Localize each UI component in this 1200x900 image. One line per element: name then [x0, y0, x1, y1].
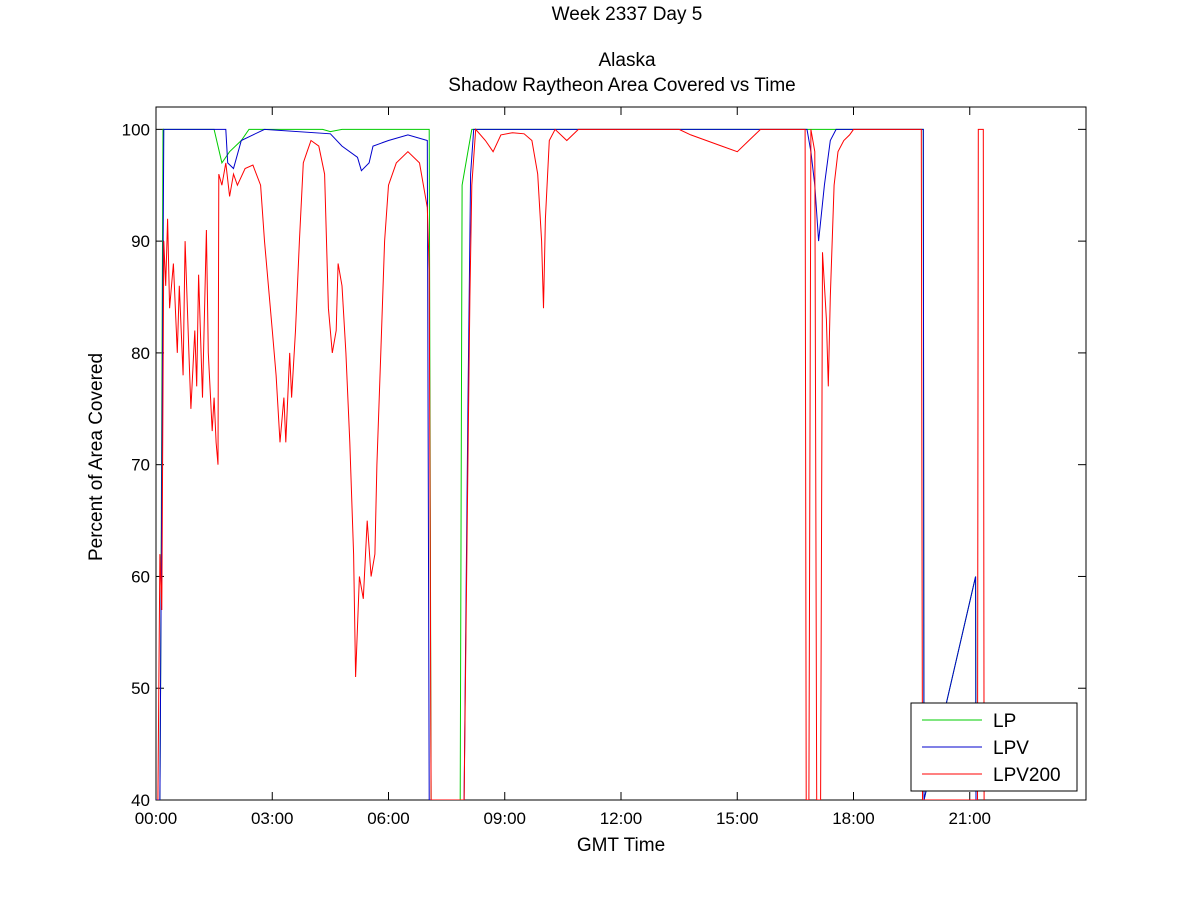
chart-title-line-2: Alaska — [598, 50, 655, 71]
x-tick-label: 18:00 — [832, 809, 875, 828]
legend-label-lpv200: LPV200 — [993, 765, 1061, 786]
chart-title-line-1: Week 2337 Day 5 — [552, 4, 703, 25]
x-tick-label: 00:00 — [135, 809, 178, 828]
y-tick-label: 80 — [131, 344, 150, 363]
y-tick-label: 50 — [131, 679, 150, 698]
y-tick-label: 90 — [131, 232, 150, 251]
x-tick-label: 03:00 — [251, 809, 294, 828]
legend-label-lpv: LPV — [993, 738, 1029, 759]
x-tick-label: 15:00 — [716, 809, 759, 828]
series-line-lpv200 — [157, 128, 985, 800]
y-tick-label: 60 — [131, 567, 150, 586]
chart-title-line-3: Shadow Raytheon Area Covered vs Time — [448, 75, 795, 96]
y-axis-label: Percent of Area Covered — [86, 353, 107, 561]
legend: LP LPV LPV200 — [910, 702, 1078, 792]
series-line-lpv — [156, 128, 977, 800]
y-tick-label: 40 — [131, 791, 150, 810]
plot-area — [155, 106, 1087, 801]
x-tick-label: 21:00 — [948, 809, 991, 828]
y-tick-label: 100 — [122, 120, 150, 139]
x-tick-label: 09:00 — [483, 809, 526, 828]
y-tick-label: 70 — [131, 456, 150, 475]
x-tick-label: 12:00 — [600, 809, 643, 828]
x-axis-label: GMT Time — [577, 835, 665, 856]
axis-ticks: 00:00 03:00 06:00 09:00 12:00 15:00 18:00 21:00… — [122, 107, 1086, 828]
legend-label-lp: LP — [993, 711, 1016, 732]
x-tick-label: 06:00 — [367, 809, 410, 828]
series-lines — [156, 128, 985, 800]
